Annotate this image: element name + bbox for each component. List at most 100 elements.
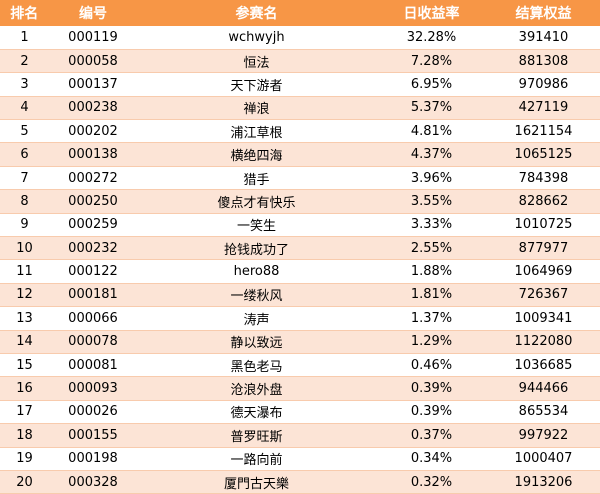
header-daily-return: 日收益率 [376, 0, 488, 26]
cell-daily-return: 0.46% [376, 353, 487, 378]
cell-equity: 865534 [487, 400, 600, 425]
cell-rank: 16 [0, 376, 49, 401]
cell-id: 000155 [49, 423, 137, 448]
table-row: 1 000119 wchwyjh 32.28% 391410 [0, 26, 600, 50]
cell-name: 普罗旺斯 [137, 423, 376, 448]
cell-id: 000026 [49, 400, 137, 425]
cell-rank: 8 [0, 189, 49, 214]
cell-daily-return: 0.32% [376, 470, 487, 494]
cell-id: 000202 [49, 119, 137, 144]
cell-name: 一笑生 [137, 213, 376, 238]
cell-daily-return: 2.55% [376, 236, 487, 261]
cell-daily-return: 0.34% [376, 447, 487, 471]
cell-rank: 19 [0, 447, 49, 471]
cell-daily-return: 0.39% [376, 376, 487, 401]
cell-rank: 12 [0, 283, 49, 308]
cell-daily-return: 4.37% [376, 142, 487, 167]
cell-name: 一缕秋风 [137, 283, 376, 308]
cell-name: 抢钱成功了 [137, 236, 376, 261]
cell-rank: 2 [0, 49, 49, 74]
cell-rank: 14 [0, 330, 49, 354]
cell-daily-return: 0.39% [376, 400, 487, 425]
cell-name: 厦門古天樂 [137, 470, 376, 494]
cell-id: 000232 [49, 236, 137, 261]
cell-equity: 1621154 [487, 119, 600, 144]
cell-id: 000058 [49, 49, 137, 74]
table-row: 6 000138 横绝四海 4.37% 1065125 [0, 142, 600, 167]
cell-equity: 1000407 [487, 447, 600, 471]
cell-name: 涛声 [137, 306, 376, 331]
cell-rank: 3 [0, 72, 49, 97]
cell-id: 000122 [49, 259, 137, 284]
table-body: 1 000119 wchwyjh 32.28% 391410 2 000058 恒法 7.28%… [0, 26, 600, 494]
cell-id: 000138 [49, 142, 137, 167]
cell-id: 000081 [49, 353, 137, 378]
table-row: 18 000155 普罗旺斯 0.37% 997922 [0, 423, 600, 448]
cell-equity: 1036685 [487, 353, 600, 378]
table-row: 10 000232 抢钱成功了 2.55% 877977 [0, 236, 600, 261]
cell-daily-return: 1.81% [376, 283, 487, 308]
cell-daily-return: 5.37% [376, 96, 487, 121]
cell-equity: 1009341 [487, 306, 600, 331]
table-row: 7 000272 猎手 3.96% 784398 [0, 166, 600, 191]
cell-name: hero88 [137, 259, 376, 284]
cell-id: 000198 [49, 447, 137, 471]
table-row: 2 000058 恒法 7.28% 881308 [0, 49, 600, 74]
cell-equity: 944466 [487, 376, 600, 401]
cell-rank: 7 [0, 166, 49, 191]
table-header: 排名 编号 参赛名 日收益率 结算权益 [0, 0, 600, 26]
cell-equity: 784398 [487, 166, 600, 191]
cell-name: 黑色老马 [137, 353, 376, 378]
header-row: 排名 编号 参赛名 日收益率 结算权益 [0, 0, 600, 26]
table-row: 4 000238 禅浪 5.37% 427119 [0, 96, 600, 121]
table-row: 16 000093 沧浪外盘 0.39% 944466 [0, 376, 600, 401]
cell-daily-return: 1.29% [376, 330, 487, 354]
cell-name: 一路向前 [137, 447, 376, 471]
cell-daily-return: 6.95% [376, 72, 487, 97]
cell-rank: 17 [0, 400, 49, 425]
cell-rank: 9 [0, 213, 49, 238]
cell-equity: 970986 [487, 72, 600, 97]
table-row: 11 000122 hero88 1.88% 1064969 [0, 259, 600, 284]
table-row: 14 000078 静以致远 1.29% 1122080 [0, 330, 600, 354]
cell-id: 000137 [49, 72, 137, 97]
table-row: 13 000066 涛声 1.37% 1009341 [0, 306, 600, 331]
table-row: 12 000181 一缕秋风 1.81% 726367 [0, 283, 600, 308]
cell-name: 猎手 [137, 166, 376, 191]
cell-id: 000250 [49, 189, 137, 214]
cell-daily-return: 4.81% [376, 119, 487, 144]
table-row: 9 000259 一笑生 3.33% 1010725 [0, 213, 600, 238]
header-id: 编号 [49, 0, 138, 26]
cell-daily-return: 32.28% [376, 26, 487, 50]
cell-daily-return: 7.28% [376, 49, 487, 74]
header-rank: 排名 [0, 0, 50, 26]
cell-equity: 828662 [487, 189, 600, 214]
cell-rank: 13 [0, 306, 49, 331]
cell-equity: 391410 [487, 26, 600, 50]
cell-id: 000093 [49, 376, 137, 401]
cell-name: 傻点才有快乐 [137, 189, 376, 214]
table-row: 8 000250 傻点才有快乐 3.55% 828662 [0, 189, 600, 214]
cell-daily-return: 0.37% [376, 423, 487, 448]
cell-equity: 427119 [487, 96, 600, 121]
cell-equity: 1010725 [487, 213, 600, 238]
header-name: 参赛名 [137, 0, 377, 26]
cell-rank: 11 [0, 259, 49, 284]
cell-equity: 881308 [487, 49, 600, 74]
cell-equity: 1122080 [487, 330, 600, 354]
cell-name: 德天瀑布 [137, 400, 376, 425]
cell-rank: 10 [0, 236, 49, 261]
cell-id: 000272 [49, 166, 137, 191]
cell-name: 恒法 [137, 49, 376, 74]
cell-name: wchwyjh [137, 26, 376, 50]
cell-id: 000066 [49, 306, 137, 331]
cell-id: 000181 [49, 283, 137, 308]
cell-rank: 20 [0, 470, 49, 494]
cell-daily-return: 3.55% [376, 189, 487, 214]
table-row: 15 000081 黑色老马 0.46% 1036685 [0, 353, 600, 378]
cell-id: 000328 [49, 470, 137, 494]
table-row: 5 000202 浦江草根 4.81% 1621154 [0, 119, 600, 144]
cell-daily-return: 3.96% [376, 166, 487, 191]
cell-rank: 1 [0, 26, 49, 50]
cell-name: 静以致远 [137, 330, 376, 354]
